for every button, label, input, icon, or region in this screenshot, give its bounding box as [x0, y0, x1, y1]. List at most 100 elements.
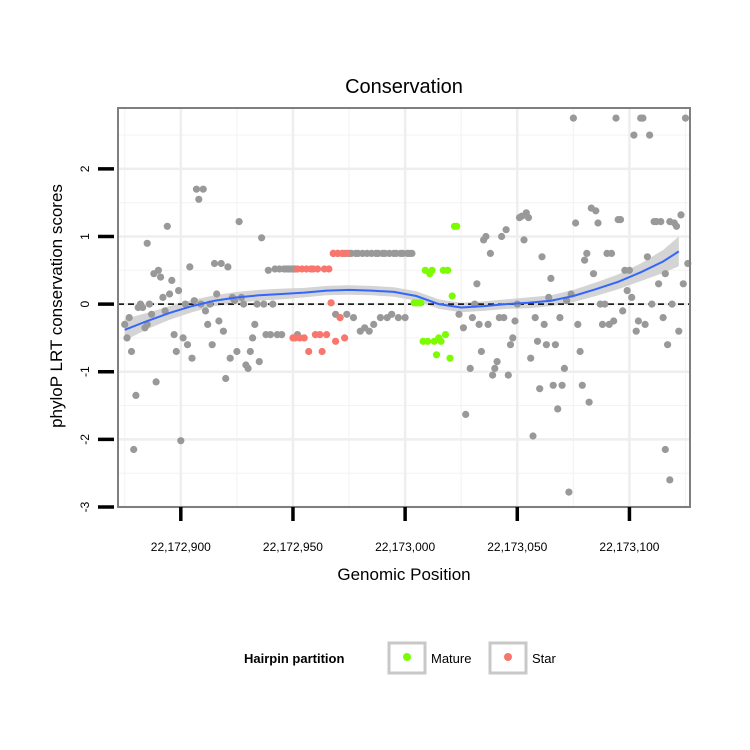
x-tick-label: 22,172,950	[263, 540, 323, 554]
point-other	[159, 293, 167, 301]
x-tick-label: 22,173,000	[375, 540, 435, 554]
point-other	[475, 320, 483, 328]
point-other	[388, 310, 396, 318]
point-other	[127, 347, 136, 356]
y-tick-label: 2	[78, 165, 92, 172]
point-star	[316, 331, 324, 339]
x-axis: 22,172,900 22,172,950 22,173,000 22,173,050…	[151, 507, 660, 554]
point-other	[498, 232, 506, 241]
point-other	[540, 320, 548, 328]
point-other	[266, 331, 275, 339]
point-other	[681, 114, 690, 122]
point-other	[659, 314, 667, 322]
y-tick-label: -3	[78, 501, 92, 512]
point-other	[186, 263, 194, 271]
point-other	[619, 307, 627, 315]
point-other	[598, 320, 607, 328]
point-other	[195, 195, 203, 203]
point-other	[365, 327, 373, 335]
point-other	[462, 410, 470, 418]
point-other	[589, 270, 598, 278]
point-other	[556, 314, 564, 322]
point-star	[336, 314, 344, 322]
point-other	[132, 391, 140, 399]
point-other	[585, 398, 593, 406]
point-mature	[432, 351, 441, 359]
point-other	[664, 341, 672, 349]
point-mature	[428, 266, 436, 274]
point-other	[168, 276, 176, 284]
point-other	[502, 226, 510, 234]
point-other	[592, 207, 600, 215]
y-tick-label: 0	[78, 300, 92, 307]
point-other	[675, 327, 683, 335]
point-other	[661, 445, 669, 454]
point-other	[260, 300, 268, 308]
x-tick-label: 22,173,050	[487, 540, 547, 554]
legend-title: Hairpin partition	[244, 651, 344, 666]
point-other	[468, 314, 476, 322]
chart-title: Conservation	[345, 76, 463, 98]
point-other	[204, 320, 212, 328]
point-other	[192, 185, 201, 193]
point-mature	[444, 266, 452, 274]
point-star	[325, 265, 333, 273]
point-star	[343, 249, 351, 257]
legend-label-mature[interactable]: Mature	[431, 651, 471, 666]
point-other	[551, 341, 560, 349]
point-other	[235, 218, 243, 226]
point-other	[163, 222, 171, 230]
point-other	[549, 381, 557, 389]
point-mature	[446, 354, 454, 362]
point-other	[240, 300, 248, 308]
point-other	[255, 358, 263, 366]
point-other	[376, 314, 384, 322]
point-other	[486, 249, 494, 257]
point-other	[594, 219, 602, 227]
legend-key-star-dot	[504, 653, 512, 661]
point-other	[610, 317, 618, 325]
point-other	[222, 374, 230, 383]
point-mature	[437, 337, 445, 345]
point-other	[343, 310, 351, 318]
point-other	[466, 364, 474, 372]
point-other	[181, 300, 189, 308]
point-other	[506, 341, 515, 349]
point-other	[215, 317, 223, 325]
point-other	[175, 287, 183, 295]
point-mature	[424, 337, 432, 345]
point-other	[632, 327, 640, 335]
point-other	[625, 266, 634, 274]
point-other	[536, 385, 544, 393]
point-other	[183, 341, 192, 349]
x-axis-title: Genomic Position	[337, 565, 470, 584]
point-other	[583, 249, 591, 257]
y-tick-label: -1	[78, 366, 92, 377]
y-axis: -3 -2 -1 0 1 2	[78, 165, 114, 512]
point-other	[224, 263, 232, 271]
legend-label-star[interactable]: Star	[532, 651, 557, 666]
point-other	[533, 337, 542, 345]
point-mature	[453, 222, 461, 230]
point-star	[305, 347, 313, 356]
point-other	[554, 405, 562, 413]
point-other	[639, 114, 647, 122]
point-other	[269, 300, 277, 308]
point-other	[217, 259, 225, 268]
point-other	[672, 222, 681, 230]
point-other	[244, 364, 252, 372]
point-star	[332, 337, 340, 345]
point-other	[201, 307, 210, 315]
point-other	[569, 114, 578, 122]
point-other	[459, 324, 467, 332]
smooth-curve	[124, 250, 680, 331]
point-other	[253, 300, 261, 308]
point-other	[145, 300, 153, 308]
point-other	[482, 232, 490, 241]
point-star	[341, 334, 349, 342]
point-other	[529, 432, 537, 440]
point-other	[646, 131, 654, 139]
point-other	[370, 320, 378, 328]
legend: Hairpin partition Mature Star	[244, 641, 557, 675]
